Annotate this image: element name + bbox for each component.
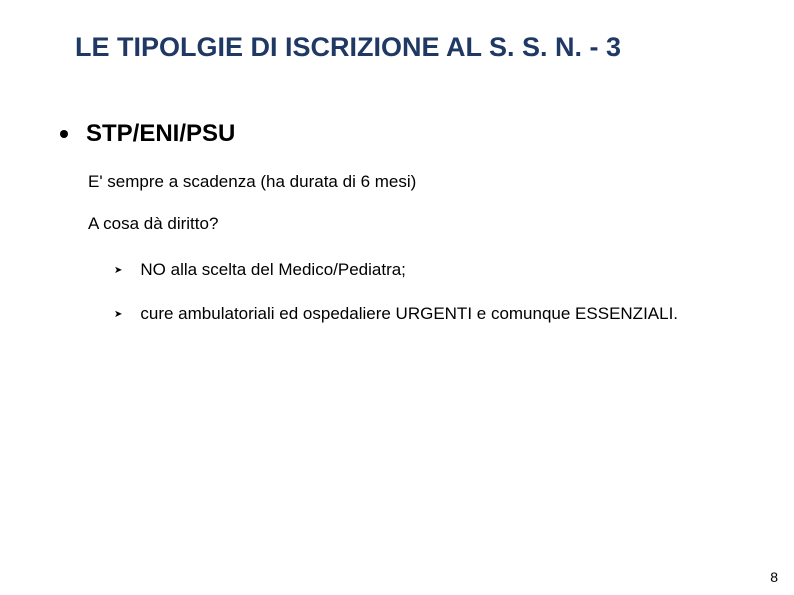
sub-bullet-row: ➤ NO alla scelta del Medico/Pediatra;	[114, 260, 406, 280]
sub-bullet-text: cure ambulatoriali ed ospedaliere URGENT…	[140, 304, 678, 324]
slide-title: LE TIPOLGIE DI ISCRIZIONE AL S. S. N. - …	[75, 32, 621, 63]
page-number: 8	[770, 569, 778, 585]
slide: LE TIPOLGIE DI ISCRIZIONE AL S. S. N. - …	[0, 0, 794, 595]
sub-bullet-row: ➤ cure ambulatoriali ed ospedaliere URGE…	[114, 304, 678, 324]
body-line-1: E' sempre a scadenza (ha durata di 6 mes…	[88, 172, 416, 192]
bullet-icon	[60, 130, 68, 138]
sub-bullet-text: NO alla scelta del Medico/Pediatra;	[140, 260, 406, 280]
chevron-icon: ➤	[114, 265, 122, 276]
chevron-icon: ➤	[114, 309, 122, 320]
main-bullet-text: STP/ENI/PSU	[86, 120, 235, 148]
main-bullet-row: STP/ENI/PSU	[60, 120, 235, 148]
body-line-2: A cosa dà diritto?	[88, 214, 218, 234]
